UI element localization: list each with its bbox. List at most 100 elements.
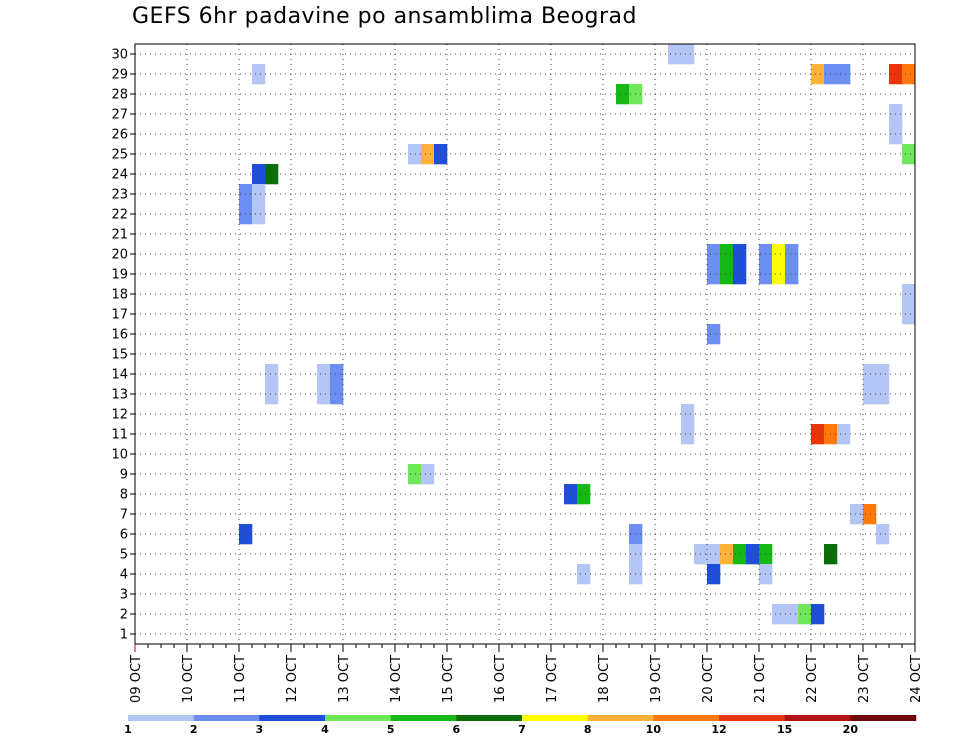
heatmap-cell — [785, 244, 799, 265]
heatmap-cell — [707, 544, 721, 565]
legend-swatch — [587, 715, 654, 721]
heatmap-cell — [876, 384, 890, 405]
legend-label: 20 — [843, 723, 859, 736]
heatmap-cell — [811, 604, 825, 625]
heatmap-cell — [421, 464, 435, 485]
legend-swatch — [456, 715, 523, 721]
heatmap-cell — [707, 324, 721, 345]
legend-label: 8 — [584, 723, 592, 736]
x-tick-label: 16 OCT — [493, 655, 508, 703]
heatmap-cell — [707, 564, 721, 585]
legend-label: 1 — [124, 723, 132, 736]
legend-swatch — [390, 715, 457, 721]
x-tick-label: 12 OCT — [285, 655, 300, 703]
x-tick-label: 13 OCT — [337, 655, 352, 703]
y-tick-label: 4 — [120, 568, 128, 583]
x-tick-label: 24 OCT — [909, 655, 924, 703]
color-legend: 1 2 3 4 5 6 7 8 10 12 15 20 — [124, 715, 917, 736]
heatmap-cell — [837, 424, 851, 445]
chart-title: GEFS 6hr padavine po ansamblima Beograd — [132, 4, 638, 29]
x-tick-label: 20 OCT — [701, 655, 716, 703]
y-tick-label: 16 — [111, 328, 128, 343]
x-tick-label: 10 OCT — [181, 655, 196, 703]
legend-swatch — [259, 715, 326, 721]
heatmap-cell — [785, 264, 799, 285]
heatmap-cell — [330, 364, 344, 385]
heatmap-cell — [577, 484, 591, 505]
x-tick-label: 23 OCT — [857, 655, 872, 703]
heatmap-cell — [252, 184, 266, 205]
legend-swatch — [128, 715, 194, 721]
heatmap-cell — [902, 144, 916, 165]
y-tick-label: 12 — [111, 408, 128, 423]
y-tick-label: 8 — [120, 488, 128, 503]
y-tick-label: 21 — [111, 228, 128, 243]
legend-swatch — [325, 715, 391, 721]
heatmap-cell — [577, 564, 591, 585]
heatmap-cell — [252, 64, 266, 85]
y-tick-label: 26 — [111, 128, 128, 143]
x-tick-label: 22 OCT — [805, 655, 820, 703]
heatmap-cell — [902, 284, 916, 305]
y-tick-label: 2 — [120, 608, 128, 623]
heatmap-cell — [863, 384, 877, 405]
heatmap-cell — [772, 604, 786, 625]
heatmap-cell — [785, 604, 799, 625]
heatmap-cell — [681, 424, 695, 445]
heatmap-cell — [668, 44, 682, 65]
legend-label: 4 — [321, 723, 329, 736]
heatmap-cell — [681, 44, 695, 65]
heatmap-cell — [863, 364, 877, 385]
y-tick-label: 6 — [120, 528, 128, 543]
heatmap-cell — [733, 264, 747, 285]
heatmap-cell — [421, 144, 435, 165]
legend-label: 12 — [711, 723, 726, 736]
y-tick-label: 30 — [111, 48, 128, 63]
x-tick-label: 14 OCT — [389, 655, 404, 703]
y-tick-label: 1 — [120, 628, 128, 643]
legend-label: 7 — [518, 723, 526, 736]
y-tick-label: 28 — [111, 88, 128, 103]
legend-swatch — [522, 715, 588, 721]
legend-swatch — [193, 715, 260, 721]
x-tick-label: 21 OCT — [753, 655, 768, 703]
heatmap-cell — [772, 264, 786, 285]
x-axis: 09 OCT 10 OCT 11 OCT 12 OCT 13 OCT 14 OCT 15 O… — [129, 644, 924, 703]
x-tick-label: 19 OCT — [649, 655, 664, 703]
heatmap-cell — [265, 384, 279, 405]
y-tick-label: 25 — [111, 148, 128, 163]
heatmap-cell — [317, 364, 331, 385]
heatmap-cell — [720, 264, 734, 285]
x-tick-label: 09 OCT — [129, 655, 144, 703]
heatmap-cell — [707, 264, 721, 285]
heatmap-cell — [252, 164, 266, 185]
legend-label: 3 — [256, 723, 264, 736]
heatmap-cell — [720, 244, 734, 265]
heatmap-cell — [733, 544, 747, 565]
heatmap-cell — [681, 404, 695, 425]
x-tick-label: 17 OCT — [545, 655, 560, 703]
y-axis: 1234567891011121314151617181920212223242… — [111, 48, 135, 643]
heatmap-cell — [772, 244, 786, 265]
y-tick-label: 18 — [111, 288, 128, 303]
heatmap-cell — [616, 84, 630, 105]
heatmap-cell — [798, 604, 812, 625]
y-tick-label: 10 — [111, 448, 128, 463]
heatmap-cell — [252, 204, 266, 225]
y-tick-label: 5 — [120, 548, 128, 563]
y-tick-label: 24 — [111, 168, 128, 183]
legend-label: 6 — [453, 723, 461, 736]
heatmap-cell — [876, 364, 890, 385]
heatmap-cell — [707, 244, 721, 265]
y-tick-label: 14 — [111, 368, 128, 383]
heatmap-cell — [746, 544, 760, 565]
x-tick-label: 18 OCT — [597, 655, 612, 703]
legend-swatch — [719, 715, 785, 721]
y-tick-label: 3 — [120, 588, 128, 603]
y-tick-label: 17 — [111, 308, 128, 323]
y-tick-label: 15 — [111, 348, 128, 363]
heatmap-cell — [811, 64, 825, 85]
heatmap-cell — [317, 384, 331, 405]
y-tick-label: 9 — [120, 468, 128, 483]
